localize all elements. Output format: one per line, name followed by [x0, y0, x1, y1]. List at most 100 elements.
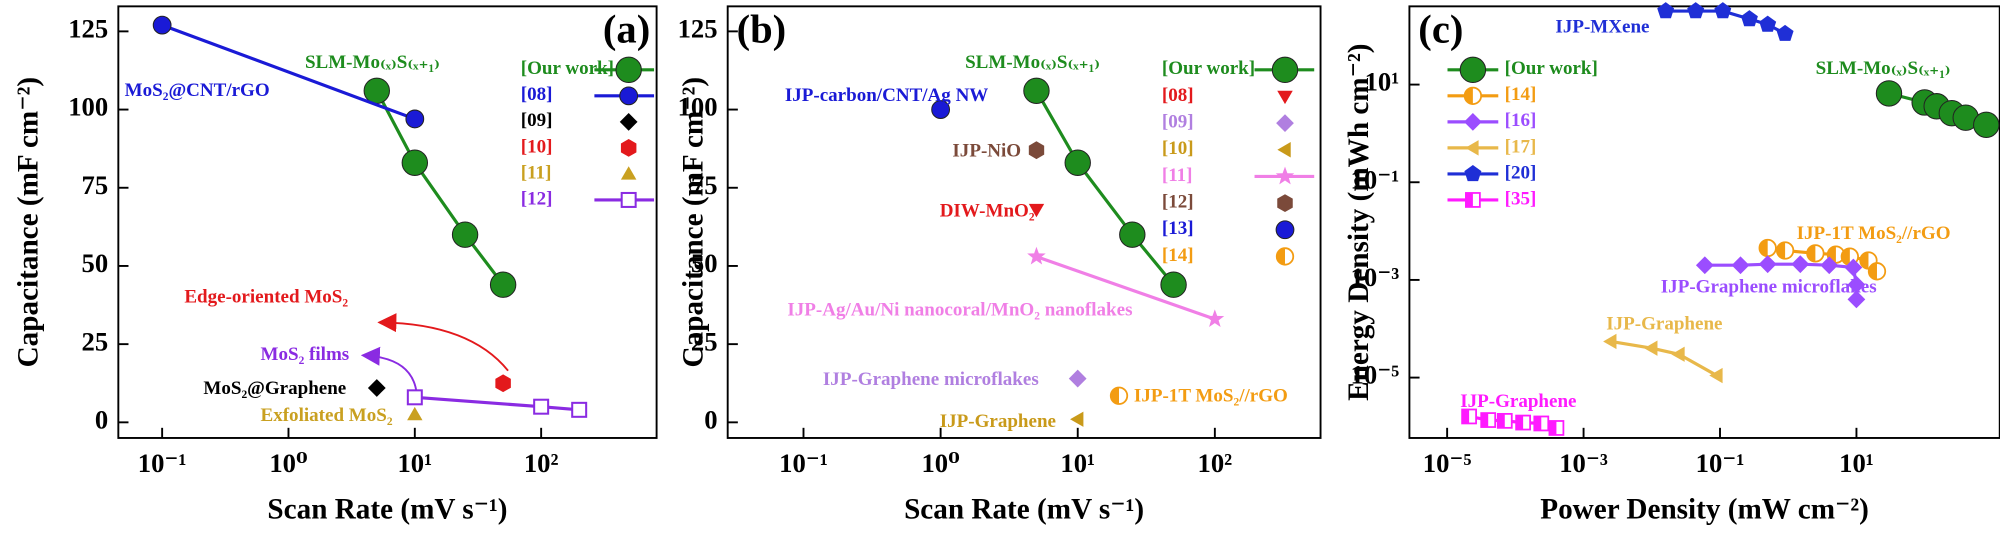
marker-part [1276, 248, 1286, 265]
data-point [1657, 2, 1675, 19]
legend-marker [1271, 56, 1299, 84]
data-point [1070, 411, 1084, 427]
y-tick-label: 25 [691, 326, 718, 356]
y-tick-label: 0 [95, 404, 108, 434]
arrow [377, 313, 509, 372]
annotation: IJP-Graphene [1606, 313, 1722, 334]
series-line [414, 395, 580, 412]
series-line [1610, 339, 1718, 377]
annotation: IJP-Ag/Au/Ni nanocoral/MnO₂ nanoflakes [787, 299, 1132, 320]
data-point [1119, 221, 1146, 248]
legend-marker [619, 86, 639, 106]
legend-marker [1277, 194, 1293, 213]
annotation: SLM-Mo₍ₓ₎S₍ₓ₊₁₎ [965, 52, 1100, 73]
legend-label: [35] [1505, 188, 1537, 209]
x-tick-label: 10⁻³ [1559, 448, 1608, 478]
legend-label: [Our work] [1162, 58, 1255, 79]
marker-part [1516, 415, 1524, 430]
legend-label: [16] [1505, 110, 1537, 131]
data-point [533, 398, 550, 415]
data-point [1671, 346, 1685, 362]
plot-frame [117, 5, 658, 439]
data-point [1028, 141, 1045, 160]
data-point [1603, 333, 1617, 350]
legend-marker [620, 139, 637, 157]
legend-label: [09] [1162, 112, 1194, 133]
data-point [1644, 340, 1658, 356]
legend-marker [1464, 165, 1482, 182]
legend-marker [1465, 140, 1479, 156]
y-axis-label: Capacitance (mF cm⁻²) [678, 77, 710, 368]
marker-part [1465, 192, 1473, 207]
annotation: IJP-MXene [1555, 16, 1649, 37]
annotation: DIW-MnO₂ [940, 200, 1035, 221]
legend-marker [1464, 112, 1482, 131]
marker-part [1776, 242, 1786, 259]
data-point [1973, 111, 2000, 139]
data-point [1533, 415, 1550, 432]
marker-part [1868, 263, 1877, 280]
y-tick-label: 50 [82, 248, 109, 278]
x-tick-label: 10¹ [1060, 448, 1095, 478]
data-point [1867, 262, 1887, 281]
data-point [1028, 203, 1045, 218]
y-tick-label: 125 [678, 13, 718, 43]
legend-marker [1275, 166, 1295, 185]
legend-label: [Our work] [1505, 58, 1598, 79]
legend-label: [08] [1162, 85, 1194, 106]
data-point [1847, 275, 1866, 294]
legend-marker [619, 112, 638, 131]
data-point [1480, 412, 1497, 428]
legend-marker [1459, 56, 1487, 84]
annotation: IJP-1T MoS₂//rGO [1134, 386, 1288, 407]
legend-label: [14] [1505, 84, 1537, 105]
x-tick-label: 10⁻¹ [779, 448, 828, 478]
annotation: MoS₂@CNT/rGO [125, 80, 270, 101]
annotation: IJP-Graphene microflakes [823, 369, 1039, 390]
legend-marker [1276, 114, 1294, 133]
data-point [1709, 367, 1723, 384]
data-point [1758, 238, 1777, 258]
marker-part [1534, 416, 1542, 431]
legend-marker [620, 191, 637, 208]
y-axis-label: Energy Density (mWh cm⁻²) [1343, 43, 1375, 400]
y-tick-label: 10⁻⁵ [1351, 360, 1400, 390]
data-point [1548, 420, 1565, 436]
x-axis-label: Scan Rate (mV s⁻¹) [904, 493, 1144, 525]
marker-part [1462, 409, 1470, 424]
legend-label: [10] [1162, 138, 1194, 159]
legend-label: [12] [521, 188, 553, 209]
x-axis-label: Power Density (mW cm⁻²) [1540, 493, 1869, 525]
data-point [1844, 258, 1863, 277]
data-point [405, 109, 425, 129]
legend-label: [11] [1162, 165, 1193, 186]
data-point [401, 149, 429, 176]
series-line [1035, 90, 1175, 286]
data-point [1731, 256, 1750, 275]
data-point [1068, 369, 1087, 388]
y-tick-label: 100 [68, 92, 108, 122]
x-tick-label: 10⁻¹ [138, 448, 187, 478]
data-point [1461, 408, 1477, 425]
legend-label: [13] [1162, 218, 1194, 239]
marker-part [1807, 245, 1816, 262]
data-point [489, 271, 517, 298]
legend-label: [Our work] [521, 58, 614, 79]
legend-marker [1277, 142, 1291, 158]
data-point [1695, 256, 1714, 275]
data-point [152, 15, 172, 35]
x-tick-label: 10¹ [397, 448, 432, 478]
series-line [375, 90, 505, 286]
x-tick-label: 10¹ [1839, 448, 1874, 478]
marker-part [1549, 420, 1557, 435]
legend-label: [09] [521, 110, 553, 131]
data-point [1820, 256, 1839, 275]
panel-label: (c) [1418, 6, 1463, 51]
plot-frame [726, 5, 1322, 439]
arrow [360, 346, 418, 394]
y-tick-label: 75 [691, 170, 718, 200]
data-point [451, 221, 479, 248]
data-point [931, 100, 951, 119]
data-point [1687, 2, 1705, 19]
